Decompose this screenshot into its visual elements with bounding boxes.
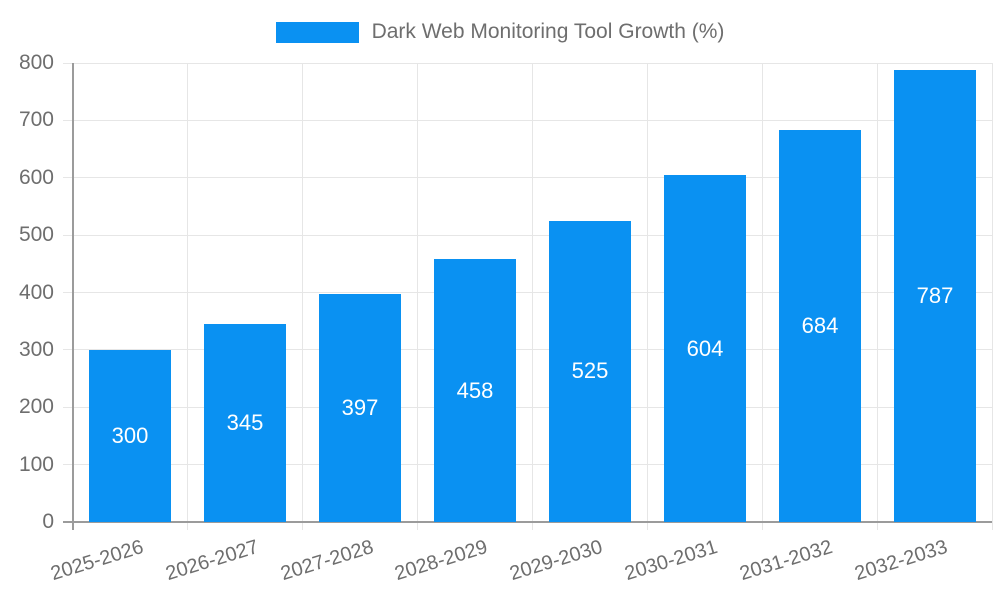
bar-value-label: 525 xyxy=(571,358,609,383)
gridline-horizontal xyxy=(63,292,992,293)
legend-label[interactable]: Dark Web Monitoring Tool Growth (%) xyxy=(371,20,725,43)
gridline-vertical xyxy=(761,63,763,530)
bar-value-label: 345 xyxy=(226,410,264,435)
x-tick-label: 2025-2026 xyxy=(47,536,146,586)
gridline-vertical xyxy=(646,63,648,530)
x-tick-label: 2028-2029 xyxy=(392,536,491,586)
bar-value-label: 604 xyxy=(686,336,724,361)
bar-value-label: 458 xyxy=(456,378,494,403)
gridline-vertical xyxy=(876,63,878,530)
y-tick-label: 300 xyxy=(18,337,54,361)
x-tick-label: 2026-2027 xyxy=(162,536,261,586)
y-tick-label: 100 xyxy=(18,452,54,476)
y-tick-label: 400 xyxy=(18,280,54,304)
bar[interactable] xyxy=(89,349,171,522)
bar[interactable] xyxy=(549,220,631,522)
gridline-horizontal xyxy=(63,234,992,236)
bar-value-label: 684 xyxy=(801,313,839,338)
gridline-vertical xyxy=(187,63,189,530)
gridline-horizontal xyxy=(63,349,992,351)
y-axis-line xyxy=(72,63,74,530)
bar[interactable] xyxy=(779,129,861,522)
legend[interactable]: Dark Web Monitoring Tool Growth (%) xyxy=(0,18,1000,46)
gridline-horizontal xyxy=(63,62,992,64)
bar-value-label: 300 xyxy=(111,423,149,448)
x-tick-label: 2030-2031 xyxy=(622,536,721,586)
x-tick-label: 2027-2028 xyxy=(277,536,376,586)
y-tick-label: 600 xyxy=(18,165,54,189)
y-tick-label: 800 xyxy=(18,51,54,74)
gridline-vertical xyxy=(991,63,993,530)
y-tick-label: 200 xyxy=(18,395,54,419)
gridline-horizontal xyxy=(63,119,992,121)
gridline-horizontal xyxy=(63,464,992,466)
bar[interactable] xyxy=(434,259,516,522)
x-tick-label: 2032-2033 xyxy=(852,536,950,586)
gridline-vertical xyxy=(532,63,533,530)
bar[interactable] xyxy=(319,294,401,522)
legend-swatch[interactable] xyxy=(275,21,359,43)
x-tick-label: 2031-2032 xyxy=(737,536,836,586)
x-tick-label: 2029-2030 xyxy=(507,536,606,586)
bar[interactable] xyxy=(894,70,976,522)
gridline-horizontal xyxy=(63,177,992,179)
bar[interactable] xyxy=(664,175,746,522)
bar[interactable] xyxy=(204,324,286,522)
y-tick-label: 0 xyxy=(42,510,54,533)
gridline-horizontal xyxy=(63,406,992,408)
bar-value-label: 787 xyxy=(916,283,954,308)
x-axis-line xyxy=(63,521,992,523)
gridline-vertical xyxy=(417,63,419,530)
y-tick-label: 500 xyxy=(18,223,54,247)
y-tick-label: 700 xyxy=(18,108,54,132)
bar-value-label: 397 xyxy=(341,395,379,420)
gridline-vertical xyxy=(302,63,304,530)
